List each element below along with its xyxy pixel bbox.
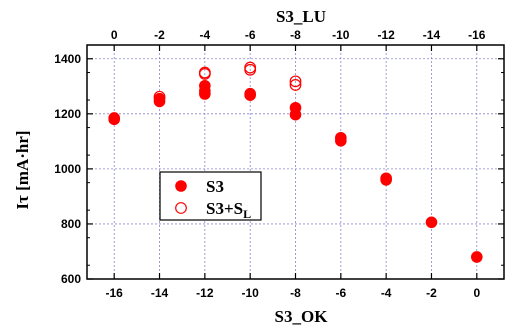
- x-tick-label: -8: [290, 286, 301, 300]
- y-tick-label: 1000: [54, 162, 81, 176]
- data-point-s3: [380, 172, 392, 185]
- x-tick-label: -10: [242, 286, 260, 300]
- x-tick-label: 0: [473, 286, 480, 300]
- data-point-s3: [471, 251, 483, 263]
- top-tick-label: -12: [377, 28, 395, 42]
- y-tick-label: 600: [61, 272, 81, 286]
- x-tick-label: -14: [151, 286, 169, 300]
- top-tick-label: -4: [200, 28, 211, 42]
- top-tick-label: -14: [423, 28, 441, 42]
- data-point-s3: [108, 112, 120, 124]
- y-tick-label: 1200: [54, 107, 81, 121]
- top-axis-title: S3_LU: [276, 7, 326, 26]
- legend: S3 S3+SL: [159, 171, 262, 221]
- top-tick-label: 0: [111, 28, 118, 42]
- data-point-s3-sl: [244, 61, 257, 74]
- y-tick-label: 800: [61, 217, 81, 231]
- legend-label-s3-sl-sub: L: [243, 207, 251, 221]
- legend-marker-s3-sl: [175, 202, 187, 214]
- legend-label-s3-sl: S3+SL: [206, 199, 251, 221]
- axis-ticks: -16 0 -14 -2 -12 -4 -10 -6 -8 -8 -6 -10 -4 -12 -2 -14 0 -…: [54, 28, 504, 300]
- top-tick-label: -6: [245, 28, 256, 42]
- top-tick-label: -8: [290, 28, 301, 42]
- x-axis-title: S3_OK: [275, 307, 329, 326]
- data-point-s3-sl: [198, 66, 211, 79]
- data-point-s3: [289, 101, 302, 114]
- x-tick-label: -16: [106, 286, 124, 300]
- legend-label-s3: S3: [206, 177, 224, 196]
- top-tick-label: -16: [468, 28, 486, 42]
- data-point-s3: [199, 79, 211, 92]
- legend-box: [159, 171, 262, 221]
- data-points: [108, 61, 483, 263]
- data-point-s3: [425, 216, 438, 229]
- legend-label-s3-sl-main: S3+S: [206, 199, 243, 218]
- top-tick-label: -2: [154, 28, 165, 42]
- y-tick-label: 1400: [54, 52, 81, 66]
- x-tick-label: -12: [196, 286, 214, 300]
- data-point-s3-sl: [289, 75, 302, 88]
- data-point-s3: [244, 87, 256, 100]
- y-axis-title: Iτ [mA·hr]: [13, 130, 32, 209]
- top-tick-label: -10: [332, 28, 350, 42]
- legend-marker-s3: [175, 180, 187, 192]
- x-tick-label: -4: [381, 286, 392, 300]
- data-point-s3-sl: [289, 79, 302, 91]
- x-tick-label: -6: [335, 286, 346, 300]
- grid-lines: [87, 45, 504, 279]
- data-point-s3: [335, 131, 347, 144]
- x-tick-label: -2: [426, 286, 437, 300]
- data-point-s3: [153, 92, 166, 105]
